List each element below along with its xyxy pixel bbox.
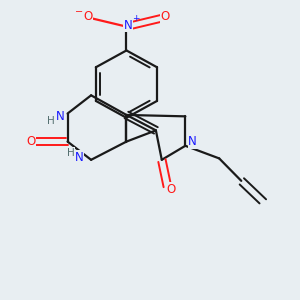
Text: N: N <box>56 110 64 123</box>
Text: H: H <box>46 116 54 126</box>
Text: O: O <box>83 10 93 23</box>
Text: O: O <box>166 183 175 196</box>
Text: N: N <box>75 151 84 164</box>
Text: N: N <box>188 135 197 148</box>
Text: −: − <box>75 7 83 17</box>
Text: H: H <box>67 148 75 158</box>
Text: O: O <box>160 10 169 23</box>
Text: N: N <box>124 19 132 32</box>
Text: +: + <box>132 14 140 23</box>
Text: O: O <box>26 135 35 148</box>
